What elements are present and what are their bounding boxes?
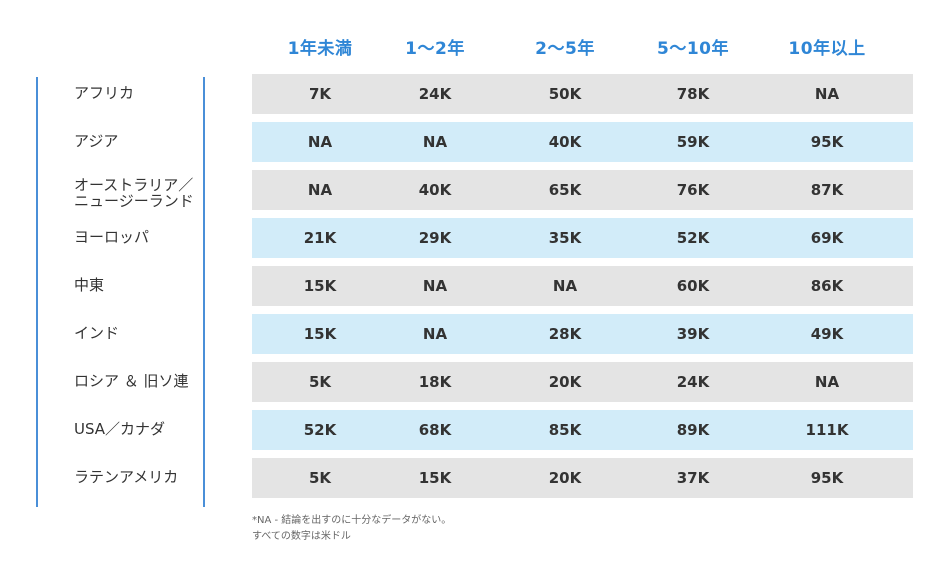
region-label-line: ロシア ＆ 旧ソ連 xyxy=(74,372,189,390)
value-cell: 5K xyxy=(308,373,332,391)
value-cell: 15K xyxy=(303,277,337,295)
value-cell: 21K xyxy=(303,229,337,247)
column-header-row: 1年未満 1～2年 2～5年 5～10年 10年以上 xyxy=(250,34,914,62)
value-cell: 20K xyxy=(548,469,582,487)
value-cell: 69K xyxy=(810,229,844,247)
region-label: USA／カナダ xyxy=(74,421,165,437)
region-label-line: USA／カナダ xyxy=(74,420,166,438)
region-label: アジア xyxy=(74,133,118,149)
region-label: アフリカ xyxy=(74,85,134,101)
value-cell: 95K xyxy=(810,133,844,151)
value-cell: 37K xyxy=(676,469,710,487)
region-label-line: アフリカ xyxy=(74,84,135,102)
column-header-4: 10年以上 xyxy=(788,39,866,59)
table-row: 15K NA 28K 39K 49K xyxy=(252,314,913,354)
value-cell: 15K xyxy=(303,325,337,343)
table-row: 5K 18K 20K 24K NA xyxy=(252,362,913,402)
value-cell: 29K xyxy=(418,229,452,247)
region-label-line: ラテンアメリカ xyxy=(74,468,179,486)
value-cell: 5K xyxy=(308,469,332,487)
value-cell: 20K xyxy=(548,373,582,391)
value-cell: 78K xyxy=(676,85,710,103)
column-header-3: 5～10年 xyxy=(657,39,729,59)
region-label: ヨーロッパ xyxy=(74,229,149,245)
table-row: 7K 24K 50K 78K NA xyxy=(252,74,913,114)
value-cell: NA xyxy=(307,133,333,151)
region-label: ラテンアメリカ xyxy=(74,469,178,485)
value-cell: 68K xyxy=(418,421,452,439)
value-cell: 24K xyxy=(676,373,710,391)
value-cell: NA xyxy=(552,277,578,295)
value-cell: NA xyxy=(814,85,840,103)
value-cell: NA xyxy=(814,373,840,391)
value-cell: 40K xyxy=(548,133,582,151)
value-cell: 59K xyxy=(676,133,710,151)
region-label-line: インド xyxy=(74,324,120,342)
region-label-line: 中東 xyxy=(74,276,105,294)
column-header-1: 1～2年 xyxy=(405,39,465,59)
region-label: ロシア ＆ 旧ソ連 xyxy=(74,373,189,389)
value-cell: 95K xyxy=(810,469,844,487)
value-cell: NA xyxy=(307,181,333,199)
value-cell: 18K xyxy=(418,373,452,391)
value-cell: 35K xyxy=(548,229,582,247)
region-label-line: ニュージーランド xyxy=(74,192,194,210)
value-cell: 89K xyxy=(676,421,710,439)
value-cell: 76K xyxy=(676,181,710,199)
value-cell: 50K xyxy=(548,85,582,103)
value-cell: 60K xyxy=(676,277,710,295)
value-cell: 87K xyxy=(810,181,844,199)
region-label-line: ヨーロッパ xyxy=(74,228,150,246)
value-cell: NA xyxy=(422,325,448,343)
value-cell: 65K xyxy=(548,181,582,199)
label-divider-line xyxy=(203,77,205,507)
value-cell: NA xyxy=(422,277,448,295)
value-cell: 39K xyxy=(676,325,710,343)
value-cell: 40K xyxy=(418,181,452,199)
value-cell: 86K xyxy=(810,277,844,295)
region-label-line: オーストラリア／ xyxy=(74,176,194,194)
table-row: NA NA 40K 59K 95K xyxy=(252,122,913,162)
footnote-currency: すべての数字は米ドル xyxy=(252,531,351,542)
table-row: 15K NA NA 60K 86K xyxy=(252,266,913,306)
value-cell: 7K xyxy=(308,85,332,103)
value-cell: 24K xyxy=(418,85,452,103)
region-label-line: アジア xyxy=(74,132,119,150)
table-row: 52K 68K 85K 89K 111K xyxy=(252,410,913,450)
region-label: インド xyxy=(74,325,119,341)
value-cell: NA xyxy=(422,133,448,151)
value-cell: 85K xyxy=(548,421,582,439)
value-cell: 52K xyxy=(676,229,710,247)
left-divider-line xyxy=(36,77,38,507)
column-header-0: 1年未満 xyxy=(287,39,353,59)
value-cell: 49K xyxy=(810,325,844,343)
region-label: オーストラリア／ ニュージーランド xyxy=(74,177,194,209)
value-cell: 111K xyxy=(805,421,849,439)
region-label: 中東 xyxy=(74,277,104,293)
value-cell: 28K xyxy=(548,325,582,343)
table-row: NA 40K 65K 76K 87K xyxy=(252,170,913,210)
value-cell: 15K xyxy=(418,469,452,487)
table-row: 21K 29K 35K 52K 69K xyxy=(252,218,913,258)
column-header-2: 2～5年 xyxy=(535,39,595,59)
value-cell: 52K xyxy=(303,421,337,439)
table-row: 5K 15K 20K 37K 95K xyxy=(252,458,913,498)
footnote-na: *NA - 結論を出すのに十分なデータがない。 xyxy=(252,515,452,526)
